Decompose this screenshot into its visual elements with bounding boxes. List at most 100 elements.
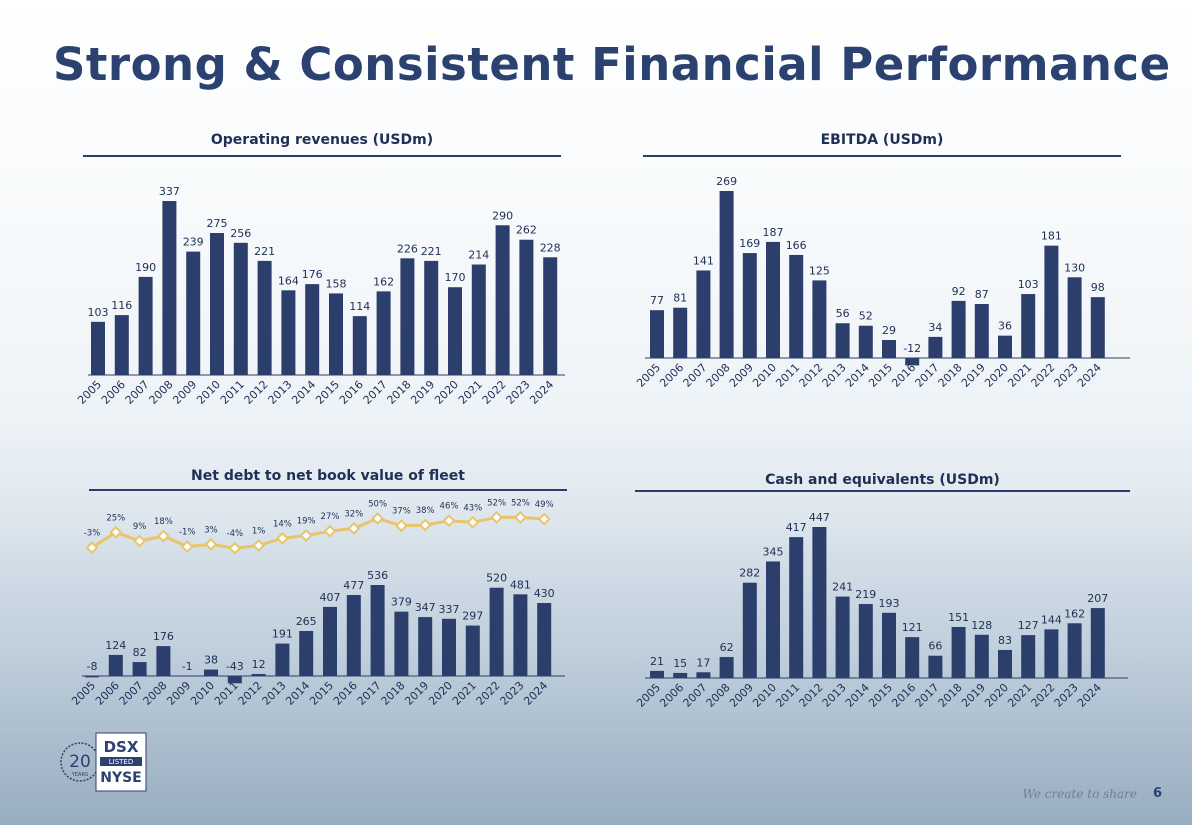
ebitda-value-label-2007: 141 — [693, 254, 714, 267]
logo-years-label: YEARS — [71, 772, 88, 778]
logo-exchange: NYSE — [100, 770, 142, 786]
revenues-value-label-2017: 162 — [373, 275, 394, 288]
cash-value-label-2012: 447 — [809, 511, 830, 524]
revenues-bar-2016 — [352, 316, 367, 375]
netdebt-percent-label-2011: -4% — [227, 529, 244, 539]
netdebt-percent-label-2019: 38% — [416, 506, 435, 516]
cash-value-label-2015: 193 — [879, 597, 900, 610]
revenues-bar-2014 — [305, 284, 320, 375]
revenues-bar-2017 — [376, 291, 391, 375]
ebitda-tick-label-2012: 2012 — [797, 361, 826, 390]
netdebt-tick-label-2015: 2015 — [307, 679, 336, 708]
ebitda-bar-2015 — [882, 339, 896, 358]
netdebt-tick-label-2006: 2006 — [93, 679, 122, 708]
ebitda-value-label-2018: 92 — [952, 285, 966, 298]
cash-bar-2022 — [1044, 629, 1059, 678]
netdebt-value-label-2006: 124 — [105, 639, 126, 652]
revenues-value-label-2013: 164 — [278, 274, 299, 287]
revenues-value-label-2008: 337 — [159, 185, 180, 198]
netdebt-tick-label-2008: 2008 — [141, 679, 170, 708]
ebitda-bar-2012 — [812, 280, 827, 358]
ebitda-tick-label-2021: 2021 — [1005, 361, 1034, 390]
revenues-bar-2021 — [471, 264, 486, 375]
ebitda-value-label-2023: 130 — [1064, 261, 1085, 274]
netdebt-percent-label-2006: 25% — [106, 513, 125, 523]
revenues-tick-label-2020: 2020 — [432, 378, 461, 407]
ebitda-tick-label-2008: 2008 — [704, 361, 733, 390]
revenues-bar-2011 — [233, 242, 248, 375]
netdebt-percent-label-2015: 27% — [321, 512, 340, 522]
cash-tick-label-2018: 2018 — [936, 681, 965, 710]
ebitda-bar-2016 — [905, 358, 920, 366]
revenues-tick-label-2023: 2023 — [504, 378, 533, 407]
ebitda-bar-2005 — [650, 310, 664, 358]
netdebt-value-label-2014: 265 — [296, 615, 317, 628]
cash-tick-label-2005: 2005 — [634, 681, 663, 710]
cash-value-label-2024: 207 — [1087, 592, 1108, 605]
netdebt-title-underline — [89, 489, 567, 491]
cash-bar-2018 — [951, 626, 966, 678]
cash-bar-2011 — [789, 537, 804, 678]
cash-value-label-2009: 282 — [739, 567, 760, 580]
ebitda-bar-2019 — [974, 303, 989, 358]
netdebt-percent-label-2009: -1% — [179, 528, 196, 538]
cash-value-label-2014: 219 — [855, 588, 876, 601]
cash-value-label-2005: 21 — [650, 655, 664, 668]
revenues-value-label-2023: 262 — [516, 224, 537, 237]
netdebt-percent-label-2013: 14% — [273, 519, 292, 529]
cash-value-label-2008: 62 — [720, 641, 734, 654]
netdebt-value-label-2009: -1 — [182, 660, 193, 673]
cash-bar-2007 — [696, 672, 711, 678]
netdebt-percent-point-2022 — [490, 510, 504, 524]
netdebt-percent-point-2012 — [252, 539, 266, 552]
revenues-value-label-2012: 221 — [254, 245, 275, 258]
revenues-tick-label-2018: 2018 — [385, 378, 414, 407]
revenues-bar-2013 — [281, 290, 296, 375]
cash-value-label-2022: 144 — [1041, 613, 1062, 626]
netdebt-value-label-2010: 38 — [204, 654, 218, 667]
dsx-nyse-20-years-logo: 20 YEARS DSX LISTED NYSE — [58, 730, 148, 794]
netdebt-bar-2011 — [227, 676, 242, 684]
netdebt-value-label-2023: 481 — [510, 578, 531, 591]
netdebt-percent-point-2016 — [347, 521, 361, 535]
revenues-tick-label-2017: 2017 — [361, 378, 390, 407]
cash-bar-2020 — [998, 649, 1012, 678]
ebitda-bar-2013 — [835, 323, 850, 358]
netdebt-value-label-2017: 536 — [367, 569, 388, 582]
revenues-tick-label-2021: 2021 — [456, 378, 485, 407]
cash-value-label-2006: 15 — [673, 657, 687, 670]
netdebt-value-label-2013: 191 — [272, 628, 293, 641]
ebitda-tick-label-2005: 2005 — [634, 361, 663, 390]
revenues-value-label-2021: 214 — [468, 249, 489, 262]
cash-tick-label-2007: 2007 — [681, 681, 710, 710]
revenues-tick-label-2006: 2006 — [99, 378, 128, 407]
revenues-bar-2010 — [210, 233, 224, 375]
ebitda-bar-2006 — [673, 307, 688, 358]
cash-value-label-2007: 17 — [696, 656, 710, 669]
revenues-value-label-2006: 116 — [111, 299, 132, 312]
netdebt-tick-label-2018: 2018 — [379, 679, 408, 708]
cash-chart-title: Cash and equivalents (USDm) — [765, 472, 1000, 488]
netdebt-bar-2008 — [156, 646, 171, 676]
netdebt-value-label-2007: 82 — [133, 646, 147, 659]
netdebt-value-label-2012: 12 — [252, 658, 266, 671]
ebitda-bar-2009 — [742, 253, 757, 358]
cash-tick-label-2008: 2008 — [704, 681, 733, 710]
cash-tick-label-2022: 2022 — [1029, 681, 1058, 710]
ebitda-tick-label-2006: 2006 — [657, 361, 686, 390]
revenues-value-label-2014: 176 — [302, 268, 323, 281]
revenues-value-label-2011: 256 — [230, 227, 251, 240]
ebitda-value-label-2016: -12 — [903, 342, 921, 355]
revenues-bar-2015 — [329, 293, 343, 375]
cash-value-label-2013: 241 — [832, 581, 853, 594]
netdebt-value-label-2024: 430 — [534, 587, 555, 600]
cash-title-underline — [635, 490, 1130, 492]
revenues-tick-label-2012: 2012 — [242, 378, 271, 407]
ebitda-value-label-2010: 187 — [763, 226, 784, 239]
cash-tick-label-2009: 2009 — [727, 681, 756, 710]
ebitda-value-label-2008: 269 — [716, 175, 737, 188]
netdebt-bar-2014 — [299, 631, 314, 676]
cash-bar-2023 — [1067, 623, 1082, 678]
netdebt-percent-label-2023: 52% — [511, 498, 530, 508]
revenues-bar-2012 — [257, 260, 272, 375]
